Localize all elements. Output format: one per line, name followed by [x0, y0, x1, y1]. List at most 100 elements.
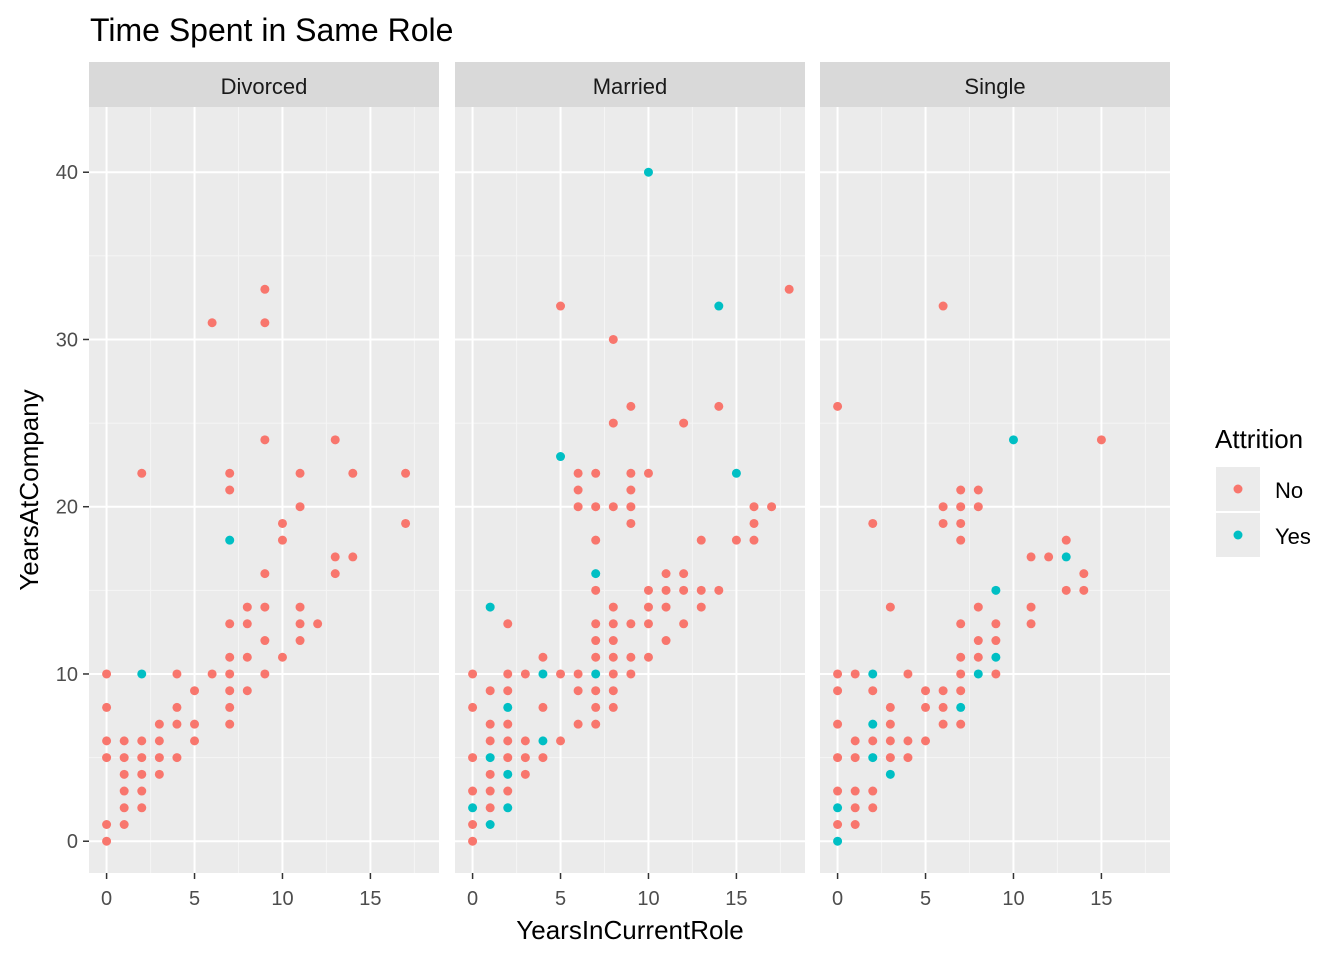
point-no: [503, 669, 513, 679]
point-no: [348, 552, 358, 562]
facet-label-married: Married: [593, 74, 668, 99]
x-tick-label: 0: [832, 888, 843, 910]
facet-panel-divorced: Divorced: [89, 62, 439, 873]
point-no: [626, 468, 636, 478]
legend-label-yes: Yes: [1275, 524, 1311, 549]
point-no: [850, 736, 860, 746]
y-tick-label: 30: [56, 329, 78, 351]
point-no: [956, 619, 966, 629]
facet-label-single: Single: [964, 74, 1025, 99]
point-no: [626, 669, 636, 679]
point-no: [608, 669, 618, 679]
point-no: [225, 619, 235, 629]
point-no: [938, 301, 948, 311]
point-no: [1079, 569, 1089, 579]
y-axis: 0 10 20 30 40: [56, 162, 89, 853]
point-yes: [137, 669, 147, 679]
point-no: [330, 552, 340, 562]
point-no: [833, 786, 843, 796]
point-no: [468, 753, 478, 763]
point-no: [749, 502, 759, 512]
y-tick-label: 0: [67, 831, 78, 853]
point-no: [608, 602, 618, 612]
point-yes: [731, 468, 741, 478]
point-no: [520, 669, 530, 679]
point-no: [225, 652, 235, 662]
point-no: [696, 602, 706, 612]
point-no: [850, 786, 860, 796]
point-no: [260, 602, 270, 612]
point-no: [348, 468, 358, 478]
point-yes: [225, 535, 235, 545]
point-no: [468, 669, 478, 679]
point-no: [608, 619, 618, 629]
point-no: [295, 502, 305, 512]
point-no: [973, 636, 983, 646]
point-no: [938, 702, 948, 712]
point-no: [503, 786, 513, 796]
point-yes: [591, 669, 601, 679]
facet-label-divorced: Divorced: [221, 74, 308, 99]
y-tick-label: 20: [56, 497, 78, 519]
point-no: [1026, 552, 1036, 562]
point-no: [679, 569, 689, 579]
point-no: [731, 535, 741, 545]
point-no: [485, 719, 495, 729]
point-no: [833, 686, 843, 696]
point-no: [591, 535, 601, 545]
point-no: [102, 702, 112, 712]
legend-marker-yes: [1233, 530, 1243, 540]
x-tick-label: 10: [1002, 888, 1024, 910]
point-no: [885, 719, 895, 729]
point-no: [608, 636, 618, 646]
point-no: [556, 669, 566, 679]
legend-marker-no: [1233, 484, 1243, 494]
facet-panel-single: Single: [820, 62, 1170, 873]
point-no: [260, 435, 270, 445]
panel-background: [820, 107, 1170, 873]
point-no: [868, 518, 878, 528]
point-no: [277, 518, 287, 528]
point-no: [485, 769, 495, 779]
point-no: [885, 602, 895, 612]
point-no: [608, 702, 618, 712]
point-no: [468, 819, 478, 829]
point-no: [313, 619, 323, 629]
point-no: [850, 803, 860, 813]
point-no: [573, 719, 583, 729]
point-no: [956, 485, 966, 495]
point-no: [538, 702, 548, 712]
point-no: [833, 401, 843, 411]
point-yes: [1061, 552, 1071, 562]
point-no: [921, 736, 931, 746]
point-yes: [868, 753, 878, 763]
point-yes: [538, 736, 548, 746]
point-yes: [485, 602, 495, 612]
point-no: [991, 636, 1001, 646]
point-no: [277, 535, 287, 545]
point-no: [938, 502, 948, 512]
point-no: [868, 786, 878, 796]
x-tick-label: 15: [725, 888, 747, 910]
point-no: [485, 786, 495, 796]
point-no: [767, 502, 777, 512]
point-no: [102, 753, 112, 763]
point-no: [626, 619, 636, 629]
point-no: [573, 502, 583, 512]
point-no: [1026, 602, 1036, 612]
point-no: [102, 836, 112, 846]
point-no: [591, 585, 601, 595]
point-no: [885, 753, 895, 763]
point-no: [573, 485, 583, 495]
point-no: [485, 736, 495, 746]
x-tick-label: 0: [467, 888, 478, 910]
point-no: [295, 468, 305, 478]
point-yes: [833, 836, 843, 846]
x-tick-label: 10: [637, 888, 659, 910]
point-yes: [1008, 435, 1018, 445]
x-tick-label: 5: [920, 888, 931, 910]
point-no: [102, 736, 112, 746]
point-no: [938, 686, 948, 696]
point-no: [643, 468, 653, 478]
point-no: [956, 669, 966, 679]
